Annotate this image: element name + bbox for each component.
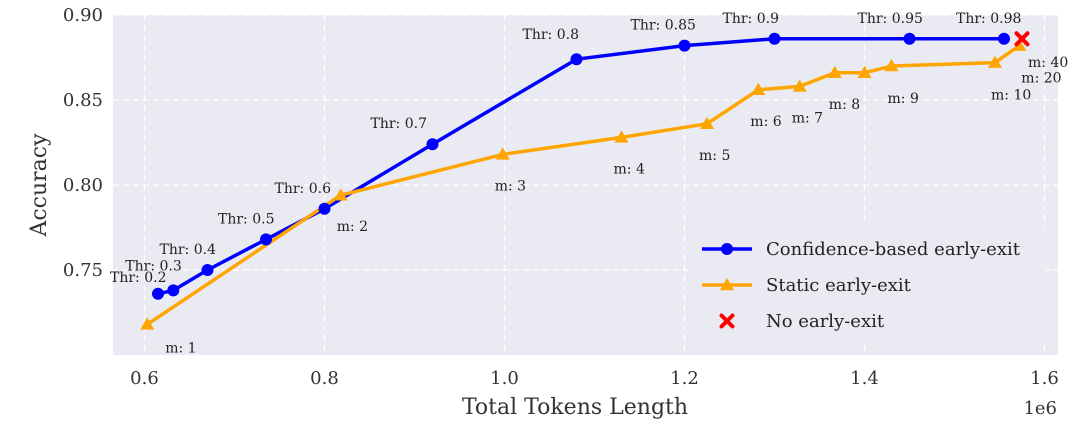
point-annotation: Thr: 0.8 [523,27,579,43]
x-tick-labels: 0.6 0.8 1.0 1.2 1.4 1.6 [130,368,1059,389]
legend-label: Static early-exit [766,275,912,296]
confidence-point [570,53,583,66]
static-point [614,130,629,143]
y-tick-labels: 0.75 0.80 0.85 0.90 [63,5,103,281]
x-tick-label: 1.2 [670,368,699,389]
point-annotation: Thr: 0.98 [956,11,1021,27]
static-point [988,55,1002,68]
static-line [146,44,1021,326]
point-annotation: Thr: 0.6 [275,181,332,197]
y-tick-label: 0.75 [63,260,103,281]
legend-label: No early-exit [766,311,885,332]
static-point [700,116,714,130]
confidence-point [768,32,781,45]
y-tick-label: 0.85 [63,90,103,111]
legend-entries: Confidence-based early-exit Static early-… [702,239,1021,332]
x-scale-label: 1e6 [1023,398,1057,419]
confidence-point [167,284,180,297]
static-point [884,59,899,72]
legend-swatch-marker [721,243,733,255]
confidence-point [201,264,214,276]
confidence-point [903,32,916,45]
point-annotation: Thr: 0.85 [631,18,696,34]
x-tick-label: 1.4 [850,368,879,389]
static-point [333,188,348,201]
x-tick-label: 0.6 [130,368,159,389]
point-annotation: Thr: 0.2 [110,270,166,286]
y-tick-label: 0.80 [63,175,103,196]
static-point [827,65,842,79]
point-annotation: Thr: 0.9 [723,11,779,27]
point-annotation: Thr: 0.95 [858,11,923,27]
x-tick-label: 0.8 [310,368,339,389]
legend: Confidence-based early-exit Static early-… [692,226,1046,344]
legend-label: Confidence-based early-exit [766,239,1021,260]
no-exit-point [1014,31,1030,47]
confidence-point [318,202,331,215]
point-annotation: m: 6 [750,114,781,130]
y-axis-label: Accuracy [27,133,52,238]
point-annotation: Thr: 0.3 [125,258,181,274]
point-annotation: m: 20 [1021,71,1061,87]
confidence-point [998,32,1010,45]
y-tick-label: 0.90 [63,5,103,26]
point-annotation: m: 2 [337,219,368,235]
x-tick-label: 1.0 [490,368,519,389]
point-annotation: Thr: 0.4 [160,242,217,258]
static-point [857,65,872,79]
point-annotation: m: 10 [991,88,1031,104]
x-axis-label: Total Tokens Length [462,395,688,420]
series-markers [140,31,1030,330]
legend-box [692,226,1046,344]
point-annotation: m: 3 [495,178,526,194]
x-tick-label: 1.6 [1030,368,1059,389]
point-annotation: m: 9 [888,91,919,107]
static-point [140,317,155,330]
point-annotation: m: 1 [165,340,196,356]
confidence-point [426,138,439,151]
confidence-point [678,39,691,52]
static-point [751,82,766,96]
static-point [495,147,510,160]
point-annotation: m: 8 [829,97,860,113]
static-point [792,79,807,92]
static-point [1012,38,1027,51]
confidence-point [260,233,272,246]
point-annotation: Thr: 0.5 [218,211,274,227]
point-annotation: m: 7 [792,110,823,126]
point-annotation: m: 40 [1028,55,1068,71]
point-annotation: m: 4 [614,161,645,177]
legend-swatch-marker [720,278,734,291]
legend-swatch-marker [719,313,735,329]
point-annotation: Thr: 0.7 [371,116,427,132]
point-annotation: m: 5 [699,148,730,164]
confidence-point [152,287,164,300]
